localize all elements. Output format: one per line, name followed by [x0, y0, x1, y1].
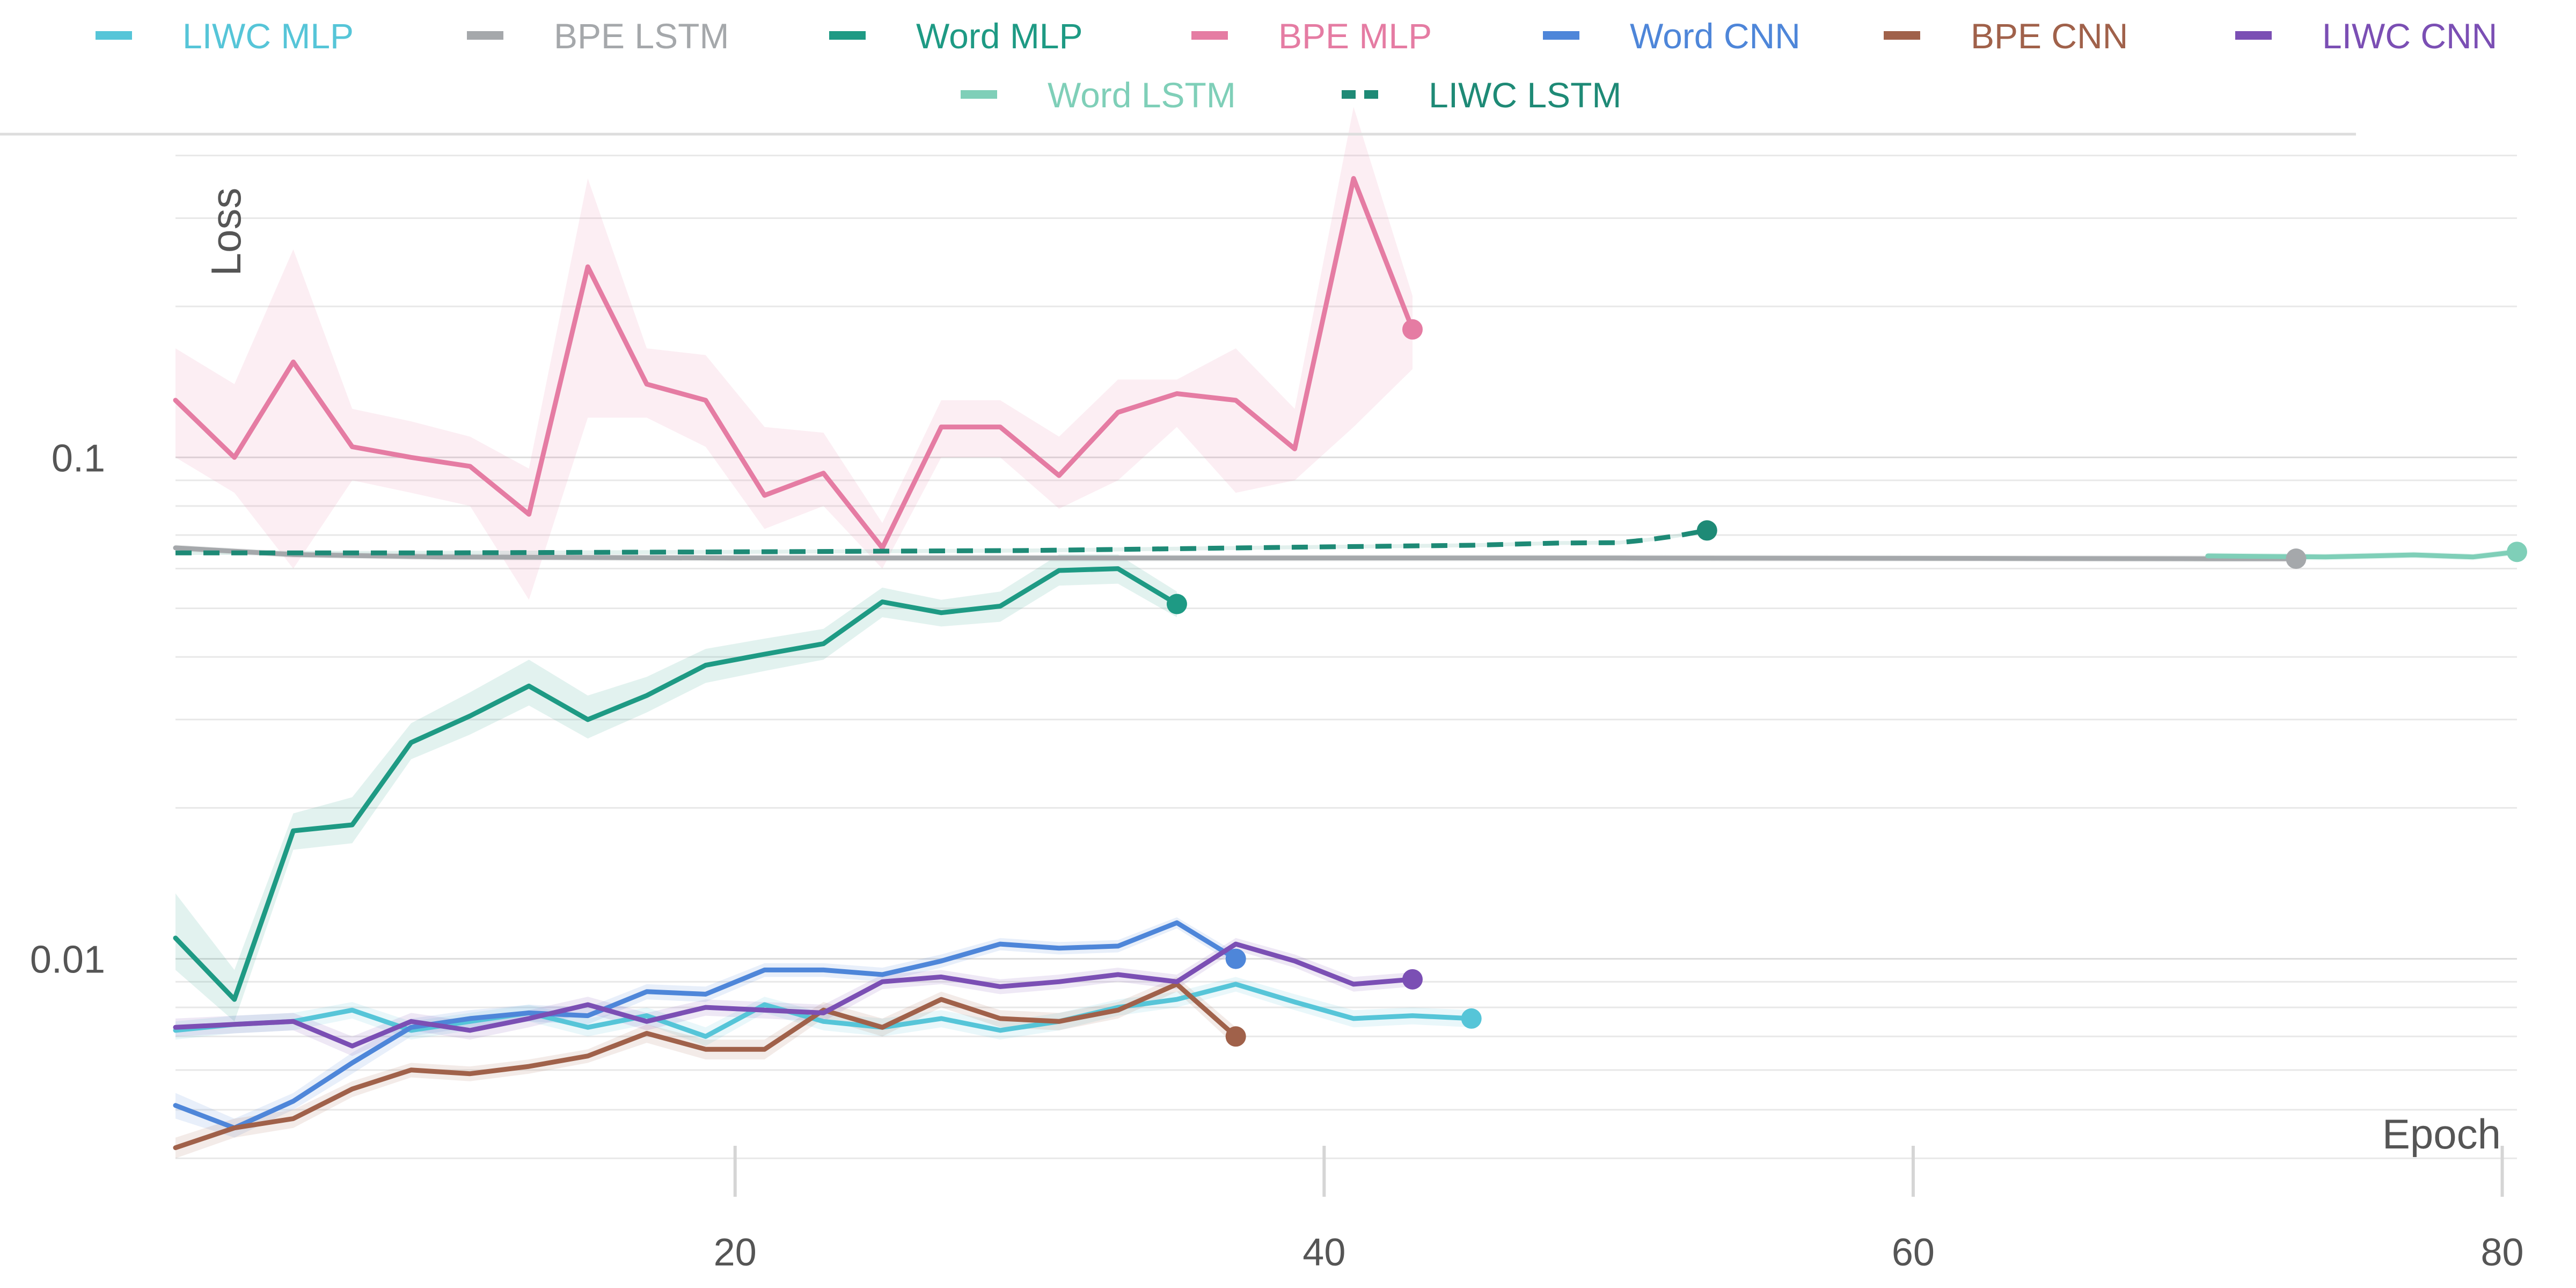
- x-axis-title: Epoch: [2382, 1110, 2501, 1158]
- endpoint-word-mlp: [1166, 594, 1187, 614]
- line-liwc-mlp: [173, 982, 1474, 1039]
- line-word-cnn: [173, 920, 1239, 1131]
- line-bpe-cnn: [173, 982, 1239, 1151]
- legend-label: BPE MLP: [1278, 16, 1432, 56]
- y-axis-title: Loss: [202, 188, 250, 276]
- endpoint-word-cnn: [1225, 948, 1246, 969]
- x-tick-label: 40: [1302, 1231, 1345, 1274]
- band-bpe-mlp: [175, 107, 1413, 600]
- legend-label: LIWC MLP: [182, 16, 354, 56]
- x-tick-label: 60: [1892, 1231, 1935, 1274]
- x-tick-label: 80: [2481, 1231, 2524, 1274]
- legend-label: Word LSTM: [1048, 75, 1236, 115]
- endpoint-bpe-lstm: [2286, 548, 2307, 569]
- line-bpe-mlp: [173, 176, 1415, 551]
- legend-item-liwc-mlp: LIWC MLP: [96, 16, 354, 56]
- endpoint-liwc-lstm: [1696, 520, 1717, 541]
- x-tick-labels: 20 40 60 80: [714, 1231, 2524, 1274]
- legend-label: Word MLP: [916, 16, 1083, 56]
- legend-item-bpe-cnn: BPE CNN: [1884, 16, 2128, 56]
- endpoint-word-lstm: [2507, 541, 2527, 562]
- legend-item-word-mlp: Word MLP: [829, 16, 1083, 56]
- legend-item-word-cnn: Word CNN: [1543, 16, 1801, 56]
- legend-item-bpe-mlp: BPE MLP: [1191, 16, 1432, 56]
- legend: LIWC MLP BPE LSTM Word MLP BPE MLP Word CNN B…: [96, 16, 2497, 115]
- confidence-bands: [175, 107, 2517, 1159]
- legend-label: LIWC CNN: [2322, 16, 2497, 56]
- line-bpe-lstm: [173, 545, 2299, 561]
- legend-item-word-lstm: Word LSTM: [961, 75, 1236, 115]
- legend-item-liwc-cnn: LIWC CNN: [2235, 16, 2497, 56]
- x-tick-label: 20: [714, 1231, 757, 1274]
- legend-label: BPE CNN: [1971, 16, 2128, 56]
- y-tick-label: 0.01: [30, 939, 105, 982]
- series-endpoints: [1166, 319, 2527, 1047]
- series-lines: [173, 176, 2520, 1151]
- line-word-mlp: [173, 566, 1180, 1002]
- line-liwc-lstm: [175, 528, 1708, 555]
- y-tick-labels: 0.01 0.1: [30, 437, 105, 981]
- endpoint-liwc-cnn: [1402, 969, 1423, 990]
- legend-item-bpe-lstm: BPE LSTM: [467, 16, 729, 56]
- endpoint-bpe-cnn: [1225, 1026, 1246, 1047]
- legend-label: BPE LSTM: [554, 16, 729, 56]
- legend-label: LIWC LSTM: [1429, 75, 1621, 115]
- line-liwc-cnn: [173, 941, 1415, 1049]
- y-tick-label: 0.1: [52, 437, 105, 480]
- legend-label: Word CNN: [1630, 16, 1801, 56]
- x-tick-marks: [733, 1146, 2504, 1197]
- endpoint-liwc-mlp: [1461, 1008, 1482, 1029]
- endpoint-bpe-mlp: [1402, 319, 1423, 340]
- legend-item-liwc-lstm: LIWC LSTM: [1342, 75, 1621, 115]
